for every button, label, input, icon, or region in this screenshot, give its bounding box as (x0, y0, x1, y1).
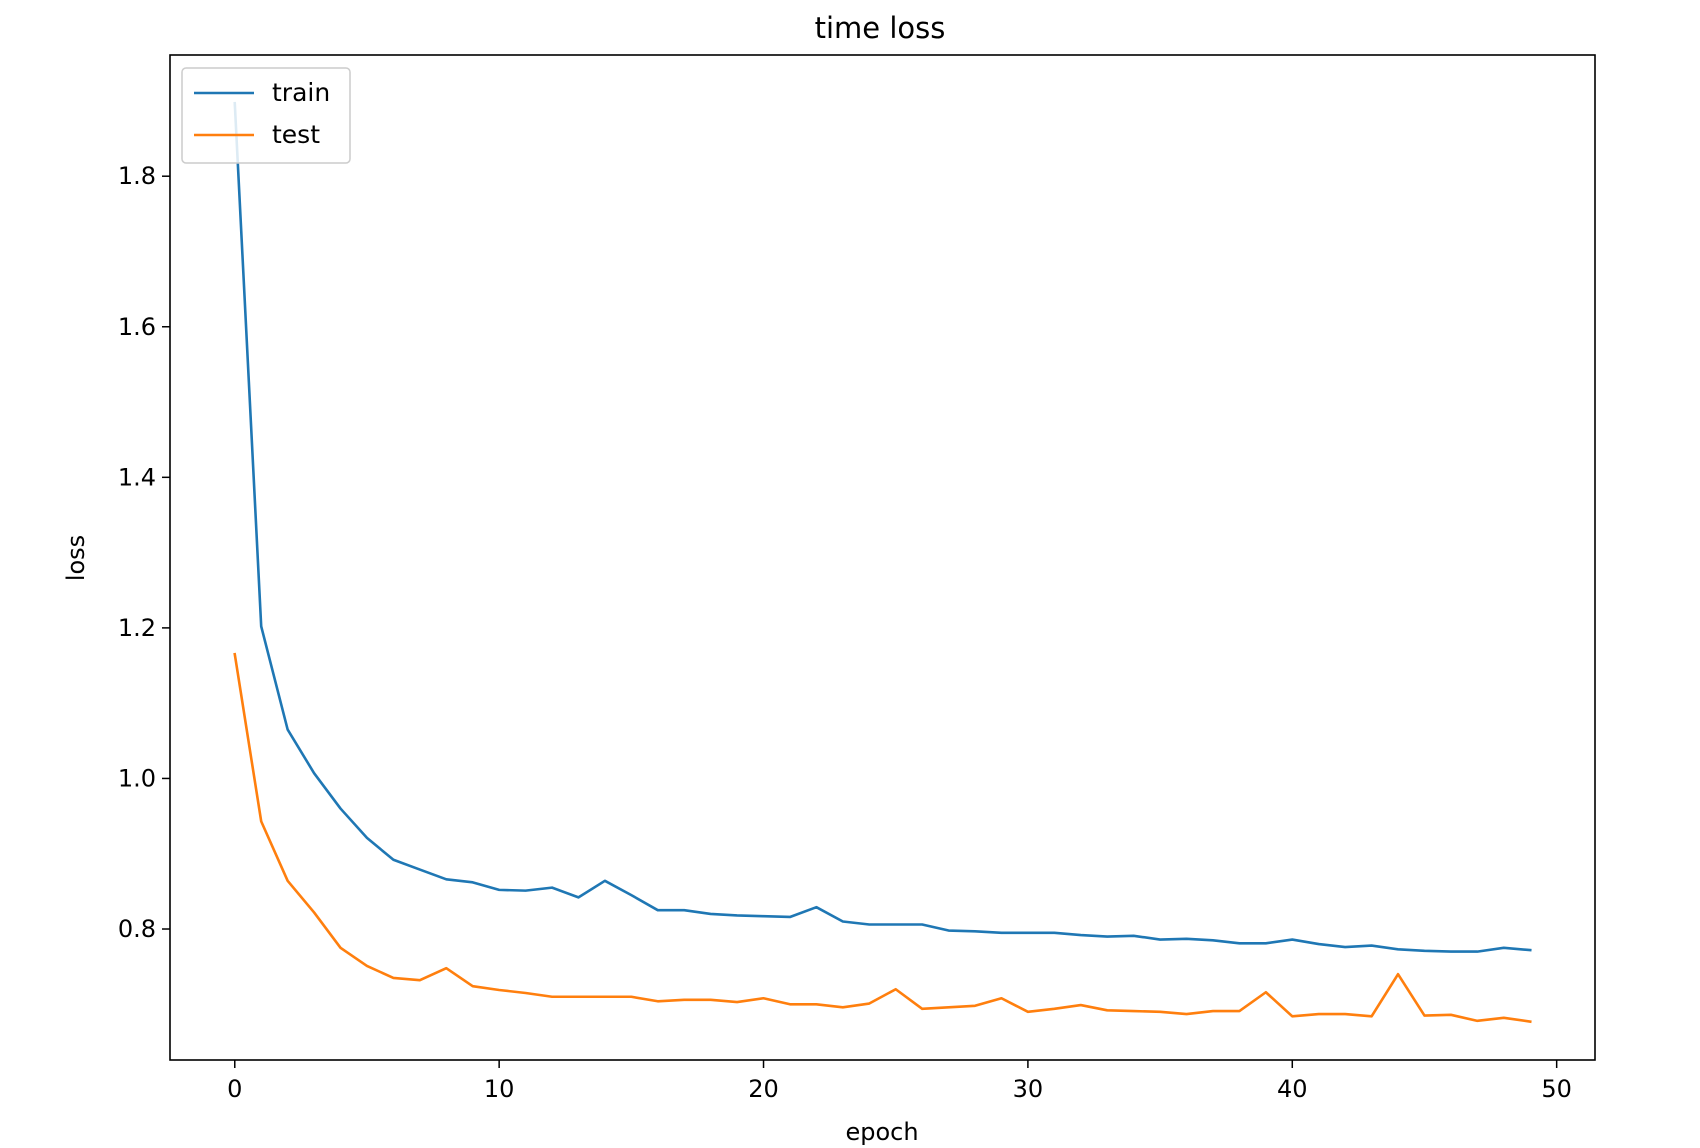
series-line-test (233, 652, 1532, 1024)
x-tick-label: 40 (1277, 1075, 1308, 1103)
y-tick-label: 1.4 (118, 463, 156, 491)
plot-frame (169, 54, 1596, 1061)
x-tick-label: 20 (748, 1075, 779, 1103)
y-tick-label: 0.8 (118, 915, 156, 943)
x-tick-label: 30 (1013, 1075, 1044, 1103)
x-axis-label: epoch (845, 1118, 918, 1146)
legend-label-train: train (272, 78, 330, 107)
y-tick-label: 1.2 (118, 614, 156, 642)
y-tick-label: 1.0 (118, 764, 156, 792)
y-axis-label: loss (62, 535, 90, 581)
x-axis: 0 10 20 30 40 50 (227, 1060, 1572, 1103)
y-axis: 0.8 1.0 1.2 1.4 1.6 1.8 (118, 162, 170, 943)
legend: train test (181, 67, 351, 164)
chart-title: time loss (815, 11, 946, 45)
plot-area (169, 54, 1596, 1061)
x-tick-label: 10 (484, 1075, 515, 1103)
x-tick-label: 50 (1541, 1075, 1572, 1103)
series-layer (233, 101, 1532, 1024)
y-tick-label: 1.6 (118, 313, 156, 341)
series-line-train (233, 101, 1532, 953)
legend-label-test: test (272, 120, 320, 149)
legend-items: train test (194, 78, 330, 149)
y-tick-label: 1.8 (118, 162, 156, 190)
x-tick-label: 0 (227, 1075, 242, 1103)
